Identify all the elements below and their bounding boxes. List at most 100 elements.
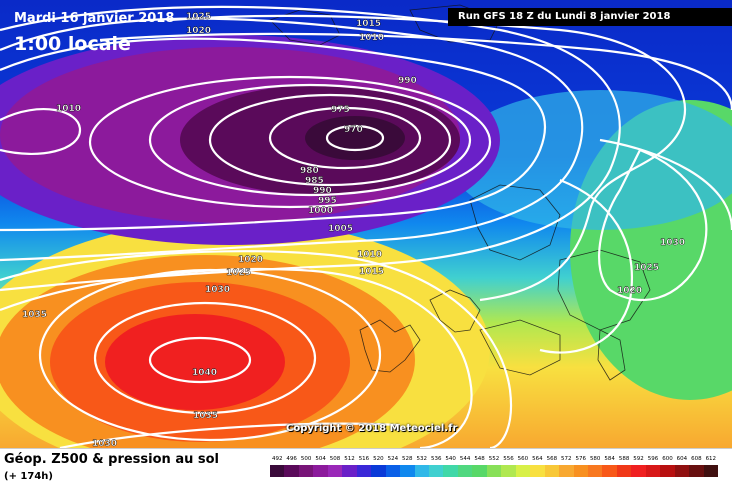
scale-tick-label: 540 — [445, 456, 456, 462]
scale-tick-label: 560 — [517, 456, 529, 462]
scale-tick-label: 600 — [662, 456, 673, 462]
scale-swatch — [501, 465, 516, 477]
scale-swatch — [443, 465, 458, 477]
scale-tick-label: 536 — [430, 456, 442, 462]
pressure-label: 1020 — [186, 26, 211, 36]
scale-swatch — [616, 465, 632, 477]
pressure-label: 1020 — [617, 286, 642, 296]
scale-tick-label: 588 — [618, 456, 630, 462]
pressure-label: 1000 — [308, 206, 333, 216]
map-canvas: 1025 1020 1015 1010 990 1010 975 970 980… — [0, 0, 732, 448]
pressure-label: 1030 — [92, 439, 117, 448]
scale-swatch — [385, 465, 401, 477]
scale-swatch — [472, 465, 487, 477]
scale-swatch — [530, 465, 545, 477]
pressure-label: 1030 — [660, 238, 685, 248]
pressure-labels: 1025 1020 1015 1010 990 1010 975 970 980… — [22, 12, 685, 448]
pressure-label: 1030 — [205, 285, 230, 295]
scale-swatch — [631, 465, 646, 477]
scale-swatch — [645, 465, 661, 477]
scale-swatch — [400, 465, 415, 477]
scale-swatch — [428, 465, 444, 477]
scale-tick-label: 528 — [402, 456, 413, 462]
forecast-hour: 1:00 locale — [14, 33, 131, 55]
scale-tick-label: 592 — [633, 456, 644, 462]
pressure-label: 1005 — [328, 224, 353, 234]
pressure-label: 990 — [313, 186, 332, 196]
scale-tick-label: 564 — [532, 456, 543, 462]
scale-swatch — [270, 465, 285, 477]
scale-tick-label: 492 — [271, 456, 283, 462]
legend-footer: Géop. Z500 & pression au sol (+ 174h) 49… — [0, 448, 732, 489]
scale-tick-label: 504 — [315, 456, 326, 462]
scale-tick-label: 568 — [546, 456, 558, 462]
pressure-label: 1035 — [22, 310, 47, 320]
high-core — [105, 314, 285, 410]
scale-swatch — [559, 465, 574, 477]
scale-tick-label: 548 — [474, 456, 485, 462]
scale-tick-label: 556 — [503, 456, 514, 462]
scale-swatch — [660, 465, 675, 477]
copyright-notice: Copyright © 2018 Meteociel.fr — [286, 423, 458, 434]
pressure-label: 1035 — [193, 411, 218, 421]
pressure-label: 980 — [300, 166, 319, 176]
scale-swatch — [284, 465, 299, 477]
scale-swatch — [587, 465, 603, 477]
scale-tick-label: 580 — [589, 456, 601, 462]
pressure-label: 1015 — [359, 267, 384, 277]
scale-tick-label: 608 — [691, 456, 702, 462]
east-cyan-zone — [450, 90, 732, 230]
forecast-map: 1025 1020 1015 1010 990 1010 975 970 980… — [0, 0, 732, 448]
scale-tick-label: 604 — [676, 456, 688, 462]
pressure-label: 1025 — [186, 12, 211, 22]
scale-tick-label: 552 — [488, 456, 500, 462]
scale-swatch — [371, 465, 386, 477]
scale-swatch — [327, 465, 343, 477]
color-scale-ticks: 492 496 500 504 508 512 516 520 524 528 532 536 540 5… — [270, 454, 718, 464]
pressure-label: 1040 — [192, 368, 217, 378]
scale-tick-label: 544 — [459, 456, 471, 462]
scale-tick-label: 612 — [705, 456, 717, 462]
scale-tick-label: 516 — [358, 456, 370, 462]
scale-tick-label: 572 — [561, 456, 572, 462]
pressure-label: 1020 — [238, 255, 263, 265]
pressure-label: 990 — [398, 76, 417, 86]
scale-swatch — [414, 465, 429, 477]
scale-tick-label: 520 — [373, 456, 384, 462]
scale-swatch — [602, 465, 617, 477]
scale-tick-label: 584 — [604, 456, 615, 462]
scale-tick-label: 512 — [344, 456, 355, 462]
scale-swatch — [313, 465, 328, 477]
pressure-label: 975 — [331, 105, 350, 115]
scale-tick-label: 576 — [575, 456, 586, 462]
low-core — [305, 116, 405, 160]
color-scale-bar — [270, 465, 719, 477]
pressure-label: 985 — [305, 176, 324, 186]
scale-swatch — [298, 465, 314, 477]
pressure-label: 1010 — [357, 250, 382, 260]
forecast-date: Mardi 16 janvier 2018 — [14, 11, 175, 26]
scale-tick-label: 500 — [300, 456, 312, 462]
scale-swatch — [703, 465, 719, 477]
scale-swatch — [356, 465, 372, 477]
field-title: Géop. Z500 & pression au sol — [4, 452, 219, 467]
pressure-label: 1015 — [356, 19, 381, 29]
isobars — [0, 5, 732, 448]
pressure-label: 995 — [318, 196, 337, 206]
pressure-label: 970 — [344, 125, 363, 135]
scale-swatch — [515, 465, 531, 477]
scale-tick-label: 496 — [286, 456, 297, 462]
scale-swatch — [674, 465, 690, 477]
scale-swatch — [573, 465, 588, 477]
scale-tick-label: 508 — [329, 456, 341, 462]
color-scale: 492 496 500 504 508 512 516 520 524 528 532 536 540 5… — [270, 454, 719, 484]
pressure-label: 1025 — [634, 263, 659, 273]
scale-swatch — [457, 465, 473, 477]
scale-tick-label: 596 — [647, 456, 659, 462]
pressure-label: 1025 — [226, 268, 251, 278]
lead-time: (+ 174h) — [4, 471, 53, 482]
scale-tick-label: 524 — [387, 456, 399, 462]
model-run-label: Run GFS 18 Z du Lundi 8 janvier 2018 — [448, 8, 732, 26]
scale-swatch — [486, 465, 502, 477]
pressure-label: 1010 — [56, 104, 81, 114]
